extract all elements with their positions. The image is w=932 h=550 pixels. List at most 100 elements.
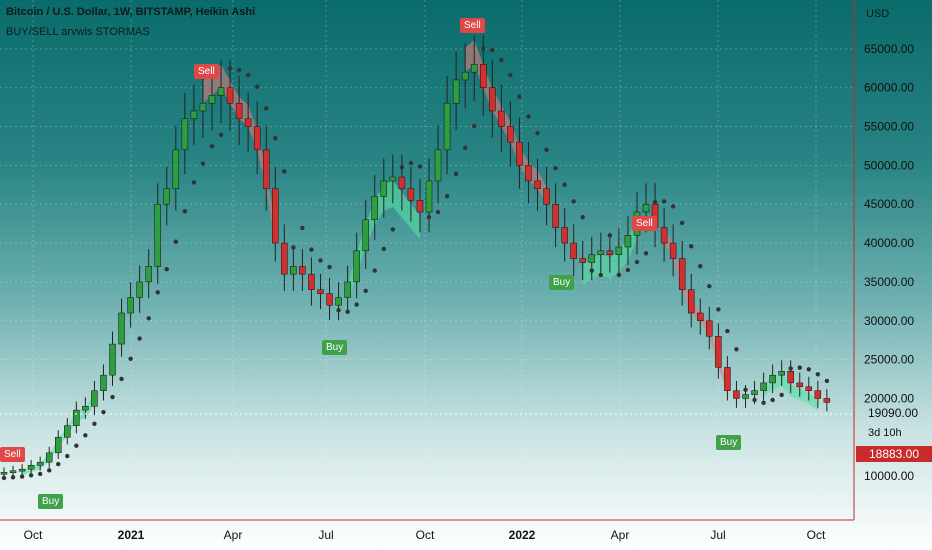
stop-dot bbox=[661, 199, 667, 204]
stop-dot bbox=[616, 272, 622, 278]
stop-dot bbox=[65, 453, 70, 459]
stop-dot bbox=[607, 233, 613, 238]
stop-dot bbox=[797, 365, 802, 370]
candle-body bbox=[290, 266, 297, 275]
price-tick-label: 20000.00 bbox=[864, 391, 914, 405]
stop-dot bbox=[472, 123, 477, 129]
sell-signal-tag: Sell bbox=[194, 64, 219, 79]
stop-dot bbox=[716, 307, 721, 312]
stop-dot bbox=[580, 214, 585, 220]
candle-body bbox=[787, 371, 794, 384]
candle-body bbox=[91, 390, 98, 407]
stop-dot bbox=[435, 209, 441, 215]
candle-body bbox=[407, 188, 415, 201]
stop-dot bbox=[725, 328, 730, 334]
candle-body bbox=[371, 196, 378, 221]
stop-dot bbox=[544, 147, 549, 153]
candle-body bbox=[235, 102, 243, 120]
stop-dot bbox=[417, 164, 423, 169]
candle-body bbox=[362, 219, 369, 252]
candle-body bbox=[64, 425, 71, 438]
stop-dot bbox=[462, 145, 468, 150]
candle-body bbox=[742, 394, 749, 399]
stop-dot bbox=[562, 182, 567, 187]
stop-dot bbox=[643, 251, 649, 256]
stop-dot bbox=[209, 144, 215, 149]
stop-dot bbox=[218, 132, 224, 137]
stop-dot bbox=[92, 421, 97, 426]
candle-body bbox=[416, 200, 424, 213]
candle-body bbox=[678, 258, 686, 290]
candle-body bbox=[317, 289, 324, 294]
stop-dot bbox=[499, 57, 504, 63]
time-tick-label: Jul bbox=[710, 528, 725, 542]
candle-body bbox=[145, 266, 152, 283]
stop-dot bbox=[291, 245, 296, 250]
stop-dot bbox=[761, 400, 766, 406]
candle-body bbox=[615, 246, 623, 255]
candle-body bbox=[561, 227, 568, 244]
candle-body bbox=[642, 203, 650, 213]
stop-dot bbox=[345, 309, 350, 314]
stop-dot bbox=[245, 72, 251, 78]
stop-dot bbox=[28, 473, 34, 478]
stop-dot bbox=[19, 474, 25, 479]
stop-dot bbox=[336, 308, 341, 313]
stop-dot bbox=[363, 288, 368, 294]
time-tick-label: Jul bbox=[318, 528, 333, 542]
candle-body bbox=[118, 312, 125, 345]
candle-body bbox=[588, 254, 596, 263]
stop-dot bbox=[327, 264, 332, 270]
stop-dot bbox=[83, 433, 88, 438]
stop-dot bbox=[743, 387, 748, 393]
candle-body bbox=[335, 297, 342, 306]
stop-dot bbox=[571, 199, 576, 204]
candle-body bbox=[733, 390, 740, 399]
buy-signal-tag: Buy bbox=[549, 275, 575, 290]
stop-dot bbox=[698, 264, 703, 269]
candle-body bbox=[823, 398, 831, 403]
price-tick-label: 60000.00 bbox=[864, 81, 914, 95]
bar-countdown: 3d 10h bbox=[868, 427, 902, 439]
candle-body bbox=[136, 281, 143, 298]
price-tick-label: 30000.00 bbox=[864, 314, 914, 328]
stop-dot bbox=[254, 84, 260, 89]
stop-dot bbox=[508, 72, 513, 78]
stop-dot bbox=[815, 372, 821, 377]
stop-dot bbox=[372, 268, 377, 273]
price-tick-label: 40000.00 bbox=[864, 236, 914, 250]
stop-dot bbox=[309, 247, 314, 252]
candle-body bbox=[326, 293, 333, 306]
stop-dot bbox=[390, 227, 396, 232]
stop-dot bbox=[182, 209, 188, 214]
stop-dot bbox=[779, 392, 784, 398]
stop-dot bbox=[399, 165, 405, 170]
time-tick-label: 2022 bbox=[509, 528, 536, 542]
stop-dot bbox=[227, 66, 233, 71]
candle-body bbox=[724, 367, 731, 391]
candle-body bbox=[380, 180, 388, 197]
candle-body bbox=[109, 343, 116, 376]
current-price-badge: 18883.00 bbox=[856, 446, 932, 462]
candle-body bbox=[697, 312, 704, 322]
candle-body bbox=[36, 461, 44, 466]
candle-body bbox=[751, 390, 758, 395]
candle-body bbox=[516, 141, 523, 166]
stop-dot bbox=[453, 171, 459, 176]
stop-dot bbox=[481, 46, 486, 51]
last-value-label: 19090.00 bbox=[868, 406, 919, 420]
time-axis: Oct 2021 Apr Jul Oct 2022 Apr Jul Oct bbox=[24, 528, 826, 542]
candle-body bbox=[480, 64, 487, 88]
stop-dot bbox=[101, 410, 106, 415]
price-tick-label: 10000.00 bbox=[864, 469, 914, 483]
candle-body bbox=[0, 472, 8, 475]
candle-body bbox=[814, 390, 822, 399]
candle-body bbox=[18, 468, 26, 472]
candle-body bbox=[461, 71, 469, 81]
stop-dot bbox=[490, 47, 495, 53]
candle-body bbox=[398, 176, 406, 189]
stop-dot bbox=[526, 114, 531, 119]
stop-dot bbox=[517, 94, 522, 99]
stop-dot bbox=[707, 283, 712, 289]
